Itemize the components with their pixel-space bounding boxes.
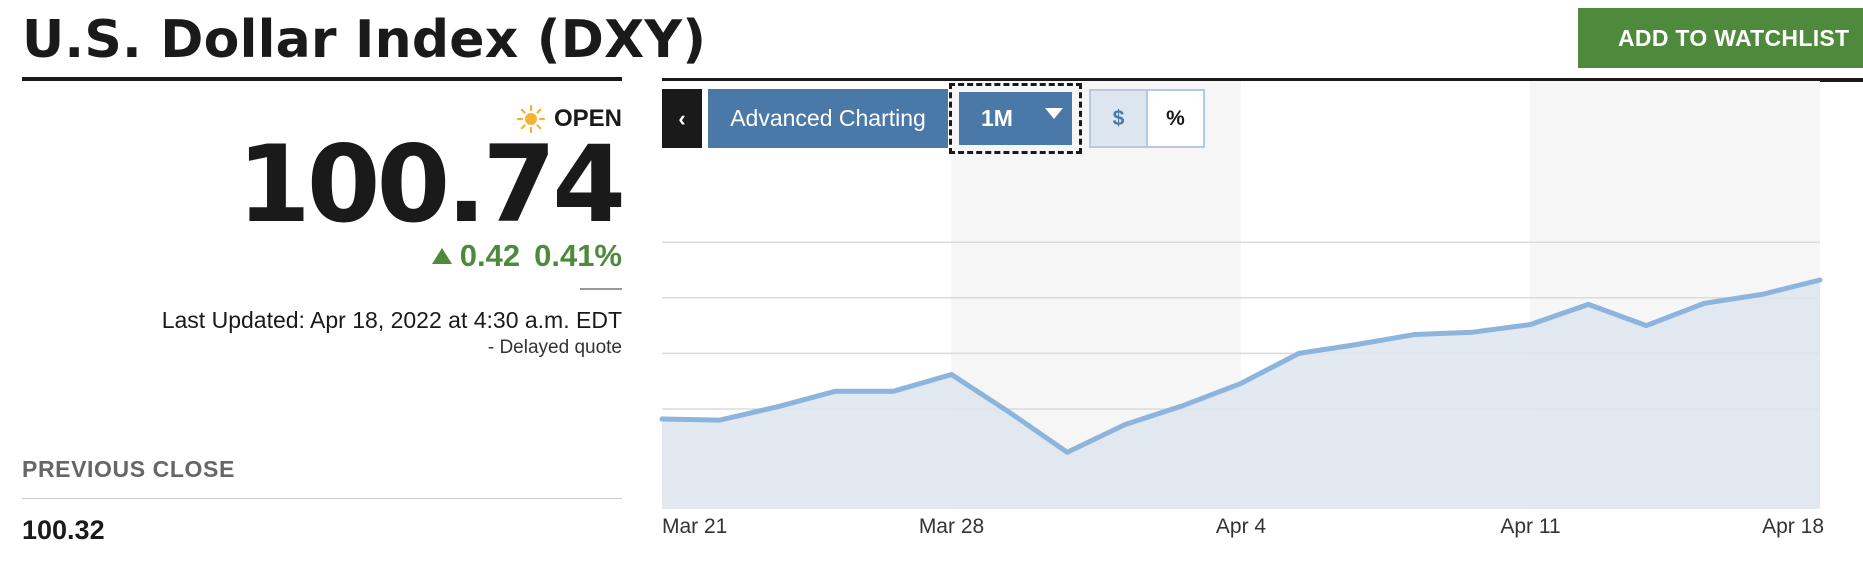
sun-icon xyxy=(516,104,546,134)
unit-dollar-button[interactable]: $ xyxy=(1091,91,1148,146)
page-title: U.S. Dollar Index (DXY) xyxy=(22,10,707,70)
previous-close-value: 100.32 xyxy=(22,515,105,545)
last-updated: Last Updated: Apr 18, 2022 at 4:30 a.m. … xyxy=(161,307,622,333)
collapse-panel-button[interactable]: ‹ xyxy=(662,89,702,148)
range-dropdown-label: 1M xyxy=(981,105,1013,131)
x-tick-label: Apr 4 xyxy=(1216,515,1267,538)
chevron-down-icon xyxy=(1045,108,1063,119)
current-price: 100.74 xyxy=(236,123,626,246)
price-area xyxy=(662,280,1820,509)
previous-close-label: PREVIOUS CLOSE xyxy=(22,456,235,482)
market-status: OPEN xyxy=(516,104,622,134)
previous-close-divider xyxy=(22,498,622,499)
x-tick-label: Apr 11 xyxy=(1500,515,1560,538)
x-tick-label: Mar 28 xyxy=(919,515,984,538)
delayed-quote-note: - Delayed quote xyxy=(487,337,622,358)
unit-percent-button[interactable]: % xyxy=(1148,91,1203,146)
unit-toggle: $ % xyxy=(1089,89,1205,148)
change-percent: 0.41% xyxy=(534,238,622,273)
price-change: 0.42 0.41% xyxy=(431,238,622,274)
change-value: 0.42 xyxy=(459,238,521,273)
advanced-charting-button[interactable]: Advanced Charting xyxy=(708,89,948,148)
market-status-label: OPEN xyxy=(553,105,622,132)
title-divider xyxy=(22,77,622,81)
price-line xyxy=(659,277,1823,455)
x-tick-label: Mar 21 xyxy=(662,515,727,538)
change-divider xyxy=(580,288,622,290)
up-arrow-icon xyxy=(431,248,452,264)
chart-top-divider xyxy=(662,78,1863,82)
add-to-watchlist-button[interactable]: ADD TO WATCHLIST xyxy=(1578,8,1863,68)
x-tick-label: Apr 18 xyxy=(1762,515,1824,538)
range-dropdown-focus: 1M xyxy=(949,83,1082,154)
